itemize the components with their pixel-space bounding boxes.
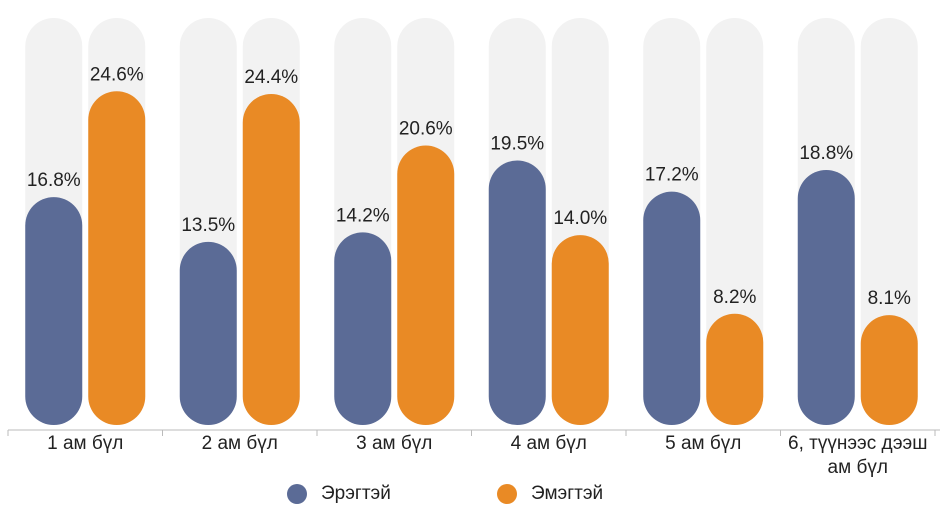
x-tick-label: 3 ам бүл: [356, 433, 433, 454]
bar: [25, 197, 83, 425]
data-label: 8.1%: [868, 288, 911, 309]
bar: [860, 315, 918, 425]
data-label: 18.8%: [799, 143, 853, 164]
data-label: 24.6%: [90, 64, 144, 85]
bar: [88, 91, 146, 425]
bar: [334, 232, 392, 425]
bar: [706, 313, 764, 425]
bar: [797, 169, 855, 425]
x-tick-label: 6, түүнээс дээш ам бүл: [788, 433, 928, 478]
data-label: 24.4%: [244, 67, 298, 88]
x-tick-label: 4 ам бүл: [510, 433, 587, 454]
x-tick-label: 5 ам бүл: [665, 433, 742, 454]
bar: [179, 241, 237, 425]
data-label: 14.2%: [336, 205, 390, 226]
legend-swatch: [287, 484, 307, 504]
data-label: 19.5%: [490, 133, 544, 154]
legend-label: Эрэгтэй: [321, 483, 391, 504]
data-label: 14.0%: [553, 208, 607, 229]
legend-label: Эмэгтэй: [531, 483, 603, 504]
data-label: 17.2%: [645, 165, 699, 186]
bar: [643, 191, 701, 425]
data-label: 20.6%: [399, 119, 453, 140]
data-label: 8.2%: [713, 287, 756, 308]
x-tick-label: 2 ам бүл: [201, 433, 278, 454]
x-tick-label: 1 ам бүл: [47, 433, 124, 454]
data-label: 16.8%: [27, 170, 81, 191]
legend-swatch: [497, 484, 517, 504]
bar: [397, 145, 455, 425]
bar: [242, 93, 300, 426]
bar: [488, 160, 546, 425]
data-label: 13.5%: [181, 215, 235, 236]
bar: [551, 235, 609, 425]
